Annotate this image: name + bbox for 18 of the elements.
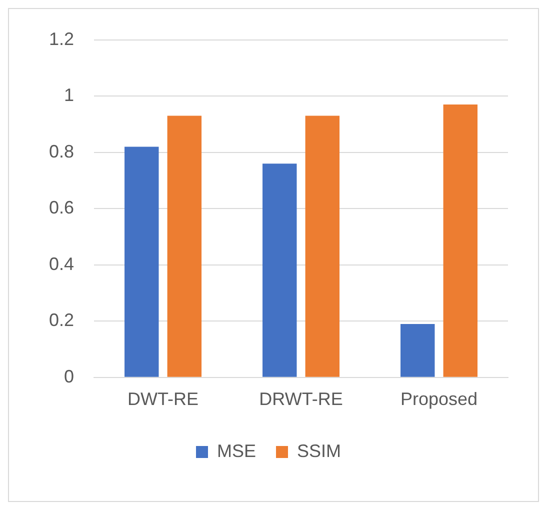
legend-label: SSIM [297,440,342,461]
y-tick-label: 0.2 [48,310,74,330]
bar [305,116,340,377]
x-tick-label: DRWT-RE [259,389,343,410]
y-tick-label: 0.8 [48,141,74,162]
y-tick-label: 1.2 [48,28,74,49]
y-tick-label: 0 [64,366,74,386]
y-tick-label: 0.4 [48,254,74,274]
y-tick-label: 0.6 [48,198,74,218]
legend-label: MSE [216,440,256,461]
y-tick-label: 1 [64,85,74,106]
bar [443,104,478,377]
bar [124,146,159,377]
bar [400,324,435,377]
x-tick-label: Proposed [400,389,478,410]
x-tick-label: DWT-RE [128,389,199,410]
bar [167,116,202,377]
bar [262,164,297,377]
